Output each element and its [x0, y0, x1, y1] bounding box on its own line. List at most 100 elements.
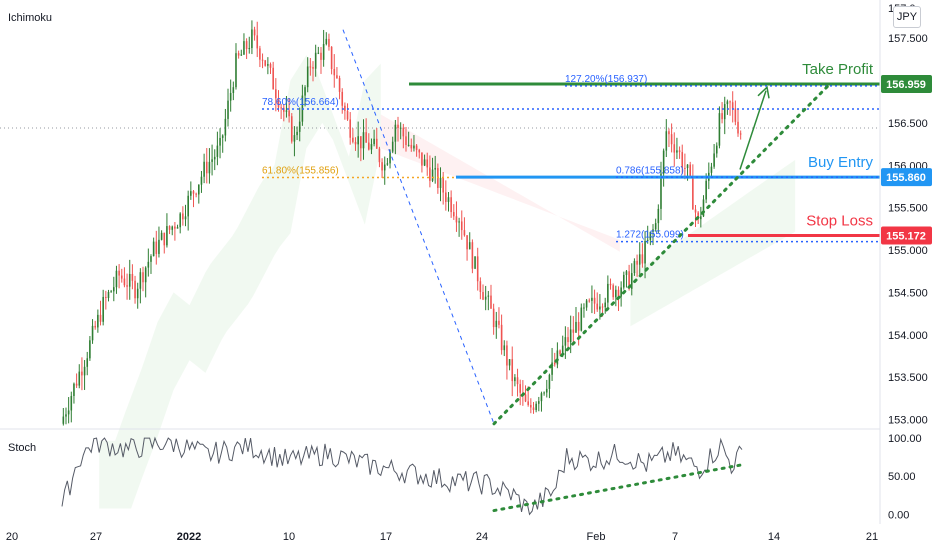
candle-body [391, 141, 394, 152]
stop-loss-label: Stop Loss [806, 212, 873, 229]
candle-body [426, 159, 429, 168]
time-tick-label: 14 [768, 531, 780, 543]
ichimoku-cloud [99, 55, 796, 509]
stoch-title[interactable]: Stoch [8, 442, 36, 454]
candle-body [577, 321, 580, 331]
candle-body [453, 212, 455, 217]
candle-body [267, 64, 269, 66]
candle-body [458, 221, 460, 223]
candle-body [290, 116, 293, 142]
candle-body [476, 256, 479, 282]
candle-body [211, 159, 213, 162]
candle-body [261, 59, 264, 61]
candle-body [638, 254, 641, 265]
candle-body [710, 166, 713, 173]
indicator-title[interactable]: Ichimoku [8, 12, 52, 24]
price-tick-label: 155.500 [888, 203, 928, 215]
candle-body [397, 124, 399, 128]
time-tick-label: 10 [283, 531, 295, 543]
candle-body [455, 216, 458, 223]
candle-body [357, 136, 359, 145]
candle-body [681, 152, 684, 168]
candle-body [349, 119, 351, 138]
price-badge [881, 168, 932, 187]
time-tick-label: 7 [672, 531, 678, 543]
time-axis[interactable]: 20 27 2022 10 17 24 Feb 7 14 21 [6, 531, 878, 543]
price-axis[interactable]: 153.000 153.500 154.000 154.500 155.000 155.5… [888, 33, 928, 426]
candle-body [418, 149, 421, 153]
candle-body [120, 275, 123, 279]
candle-body [314, 52, 317, 69]
candle-body [729, 101, 731, 103]
candle-body [94, 325, 96, 328]
candle-body [280, 107, 282, 109]
candle-body [474, 256, 476, 269]
candle-body [439, 177, 442, 188]
currency-button[interactable]: JPY [893, 6, 921, 28]
candle-body [312, 67, 314, 69]
candle-body [320, 52, 322, 60]
candle-body [221, 135, 224, 138]
candle-body [102, 296, 104, 322]
candle-body [739, 133, 742, 135]
candle-body [556, 350, 559, 365]
candle-body [697, 212, 699, 220]
candle-body [463, 230, 466, 236]
fib-level-label: 127.20%(156.937) [565, 74, 647, 85]
candle-body [182, 213, 184, 220]
swing-line-down [342, 29, 495, 424]
candle-body [575, 321, 577, 333]
candle-body [423, 159, 426, 166]
candle-body [601, 306, 604, 308]
candle-body [139, 272, 142, 289]
time-tick-label: 21 [866, 531, 878, 543]
stoch-tick-label: 100.00 [888, 433, 922, 445]
candle-body [591, 297, 593, 301]
candle-body [224, 118, 227, 136]
stoch-tick-label: 50.00 [888, 471, 916, 483]
candle-body [543, 392, 545, 394]
candle-body [91, 325, 94, 341]
candle-body [524, 394, 527, 402]
price-badge [881, 226, 932, 245]
candle-body [83, 366, 86, 376]
candle-body [62, 416, 65, 424]
candle-body [259, 48, 261, 60]
candle-body [248, 48, 251, 50]
stoch-trendline [492, 463, 744, 513]
candle-body [97, 314, 99, 328]
candle-body [668, 131, 670, 135]
candle-body [227, 100, 229, 119]
candle-body [684, 167, 686, 169]
candle-body [665, 131, 668, 151]
candle-body [192, 191, 195, 194]
candle-body [338, 78, 341, 92]
candle-body [306, 66, 309, 88]
candle-body [128, 273, 131, 287]
candle-body [644, 240, 646, 264]
candle-body [232, 87, 235, 94]
candle-body [692, 176, 694, 210]
candle-body [275, 89, 277, 99]
candle-body [168, 226, 171, 230]
candle-body [195, 193, 197, 195]
cloud-bullish [99, 55, 381, 509]
candle-body [445, 192, 447, 202]
candle-body [113, 287, 115, 292]
candle-body [187, 195, 189, 217]
candle-body [583, 307, 585, 309]
candle-body [646, 239, 649, 241]
candle-body [394, 124, 397, 142]
candle-body [208, 161, 211, 174]
stoch-axis[interactable]: 0.00 50.00 100.00 [888, 433, 922, 521]
price-tick-label: 155.000 [888, 245, 928, 257]
candle-body [702, 199, 705, 217]
candle-body [200, 176, 203, 185]
candle-body [569, 329, 572, 343]
fib-level-label: 78.60%(156.664) [262, 97, 339, 108]
candle-body [516, 377, 519, 385]
time-tick-label: 27 [90, 531, 102, 543]
candle-body [535, 403, 537, 411]
candle-body [99, 314, 102, 322]
